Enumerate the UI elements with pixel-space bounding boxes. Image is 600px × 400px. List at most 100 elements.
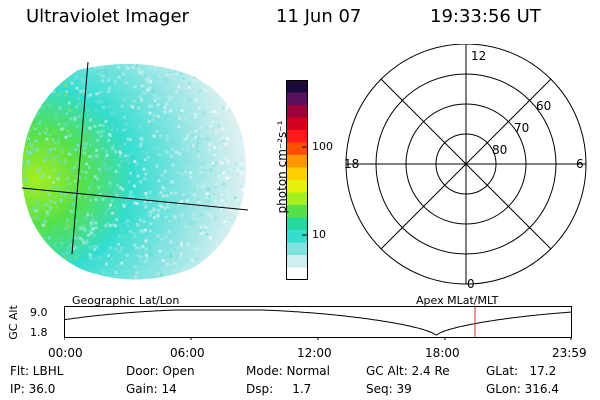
speckle-dot — [108, 167, 112, 171]
speckle-dot — [137, 106, 141, 110]
speckle-dot — [116, 69, 120, 73]
speckle-dot — [59, 199, 63, 203]
speckle-dot — [213, 146, 217, 150]
speckle-dot — [93, 63, 97, 65]
speckle-dot — [50, 89, 54, 93]
speckle-dot — [110, 248, 113, 252]
speckle-dot — [195, 247, 199, 251]
speckle-dot — [89, 68, 93, 72]
speckle-dot — [199, 126, 203, 130]
speckle-dot — [28, 113, 32, 117]
speckle-dot — [252, 71, 254, 74]
speckle-dot — [239, 87, 243, 90]
speckle-dot — [33, 231, 37, 235]
speckle-dot — [176, 223, 180, 227]
timeline-ytick-max: 9.0 — [30, 306, 48, 319]
speckle-dot — [27, 142, 31, 145]
speckle-dot — [64, 193, 67, 197]
speckle-dot — [64, 256, 67, 260]
speckle-dot — [218, 159, 222, 163]
speckle-dot — [79, 226, 83, 230]
speckle-dot — [163, 176, 167, 180]
speckle-dot — [166, 199, 170, 203]
speckle-dot — [21, 116, 25, 120]
speckle-dot — [117, 234, 121, 238]
speckle-dot — [147, 120, 151, 124]
speckle-dot — [116, 128, 120, 132]
speckle-dot — [235, 257, 239, 261]
speckle-dot — [239, 263, 243, 266]
speckle-dot — [185, 160, 189, 164]
speckle-dot — [86, 71, 90, 75]
speckle-dot — [157, 77, 161, 81]
speckle-dot — [212, 116, 216, 120]
speckle-dot — [108, 181, 112, 185]
speckle-dot — [143, 228, 147, 232]
speckle-dot — [148, 190, 152, 194]
speckle-dot — [76, 93, 80, 97]
speckle-dot — [114, 271, 118, 274]
speckle-dot — [177, 85, 181, 89]
speckle-dot — [143, 158, 147, 162]
speckle-dot — [113, 65, 117, 69]
speckle-dot — [214, 182, 218, 186]
speckle-dot — [170, 241, 174, 245]
speckle-dot — [98, 72, 102, 76]
speckle-dot — [212, 61, 215, 64]
speckle-dot — [133, 63, 137, 66]
speckle-dot — [52, 268, 56, 272]
speckle-dot — [239, 103, 243, 107]
status-gain: Gain: 14 — [126, 382, 177, 396]
speckle-dot — [225, 137, 229, 141]
speckle-dot — [87, 240, 91, 244]
speckle-dot — [22, 160, 26, 164]
speckle-dot — [72, 203, 76, 207]
speckle-dot — [251, 142, 254, 145]
speckle-dot — [60, 275, 63, 279]
speckle-dot — [30, 250, 34, 254]
speckle-dot — [78, 274, 82, 278]
speckle-dot — [238, 279, 242, 280]
speckle-dot — [53, 200, 57, 204]
speckle-dot — [64, 135, 68, 139]
speckle-dot — [207, 148, 211, 152]
speckle-dot — [66, 129, 70, 133]
speckle-dot — [192, 144, 195, 148]
speckle-dot — [197, 136, 201, 140]
speckle-dot — [106, 126, 110, 130]
speckle-dot — [37, 132, 41, 136]
speckle-dot — [214, 216, 218, 220]
speckle-dot — [19, 286, 22, 289]
speckle-dot — [31, 283, 34, 286]
speckle-dot — [30, 144, 34, 148]
speckle-dot — [250, 240, 253, 243]
speckle-dot — [168, 98, 171, 102]
speckle-dot — [89, 69, 93, 73]
speckle-dot — [222, 126, 226, 130]
speckle-dot — [179, 273, 183, 277]
speckle-dot — [81, 80, 85, 84]
speckle-dot — [29, 247, 32, 251]
speckle-dot — [96, 256, 100, 260]
speckle-dot — [210, 130, 214, 134]
speckle-dot — [94, 226, 98, 230]
speckle-dot — [98, 123, 102, 127]
polar-grid: 12 6 18 0 60 70 80 — [344, 44, 587, 290]
speckle-dot — [236, 60, 239, 63]
speckle-dot — [110, 182, 114, 186]
speckle-dot — [103, 212, 107, 215]
latitude-line — [21, 187, 249, 211]
speckle-dot — [73, 76, 77, 80]
speckle-dot — [103, 162, 107, 166]
speckle-dot — [219, 175, 223, 179]
speckle-dot — [230, 249, 234, 253]
speckle-dot — [70, 147, 74, 151]
speckle-dot — [230, 70, 234, 74]
speckle-dot — [205, 180, 209, 184]
speckle-dot — [154, 185, 158, 189]
speckle-dot — [169, 154, 173, 158]
speckle-dot — [238, 68, 242, 72]
speckle-dot — [192, 220, 196, 224]
speckle-dot — [193, 163, 197, 167]
speckle-dot — [224, 207, 228, 211]
